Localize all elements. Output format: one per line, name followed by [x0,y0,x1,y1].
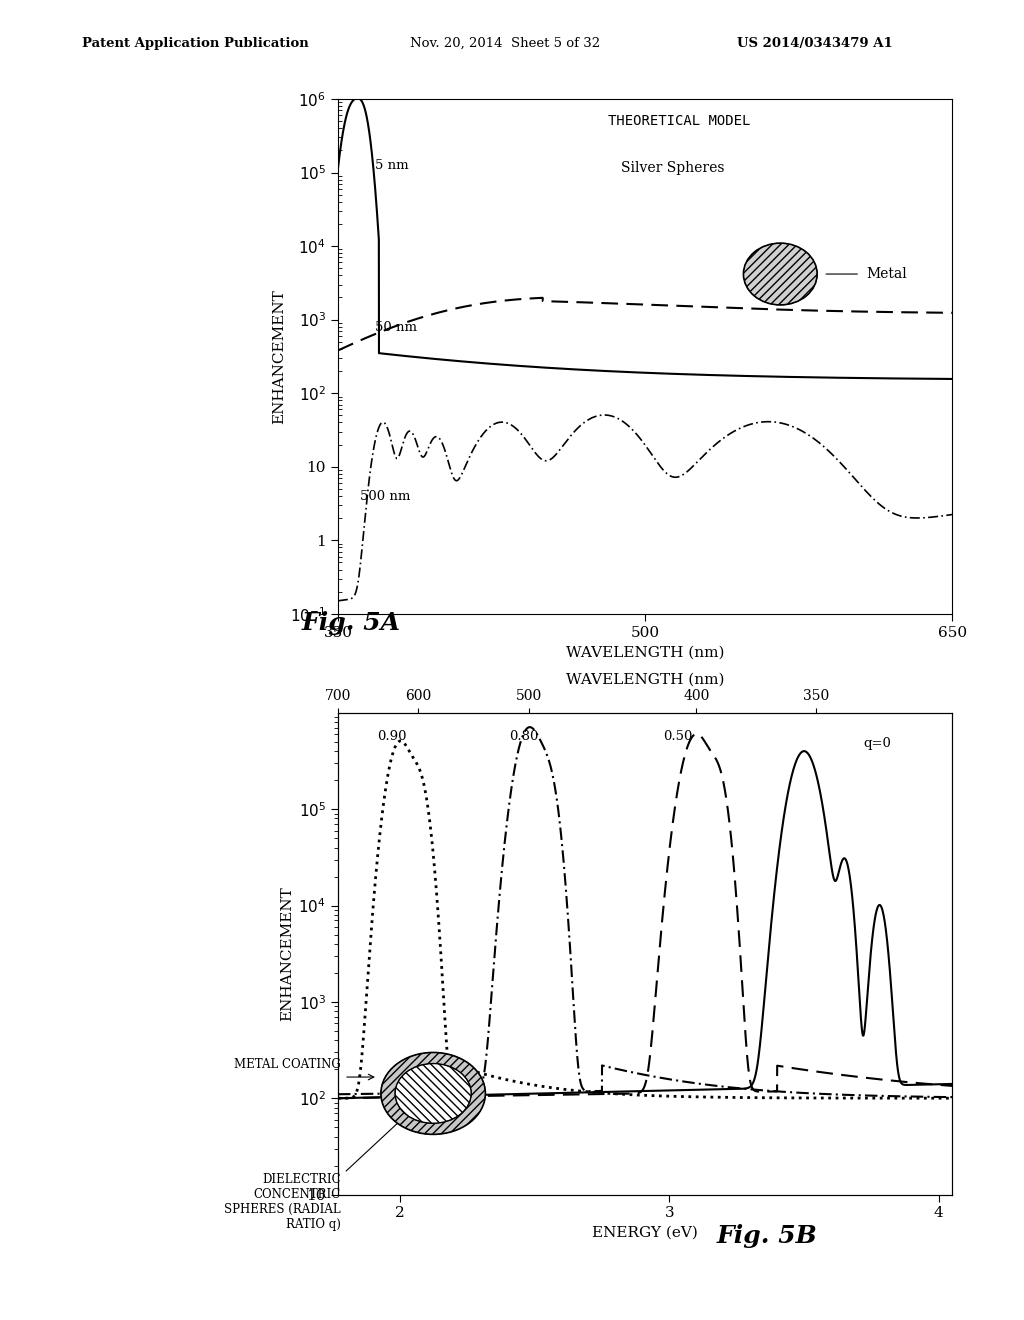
Text: 500 nm: 500 nm [360,490,411,503]
Text: Patent Application Publication: Patent Application Publication [82,37,308,50]
Text: 0.80: 0.80 [509,730,539,743]
Text: Silver Spheres: Silver Spheres [621,161,724,174]
Circle shape [743,243,817,305]
Text: Nov. 20, 2014  Sheet 5 of 32: Nov. 20, 2014 Sheet 5 of 32 [410,37,600,50]
Text: q=0: q=0 [863,737,891,750]
Text: DIELECTRIC
CONCENTRIC
SPHERES (RADIAL
RATIO q): DIELECTRIC CONCENTRIC SPHERES (RADIAL RA… [224,1173,341,1232]
Text: Fig. 5A: Fig. 5A [302,611,401,635]
Circle shape [395,1064,471,1123]
X-axis label: WAVELENGTH (nm): WAVELENGTH (nm) [566,672,724,686]
Text: THEORETICAL MODEL: THEORETICAL MODEL [608,115,751,128]
Text: 50 nm: 50 nm [375,321,417,334]
Text: 0.90: 0.90 [377,730,407,743]
Text: US 2014/0343479 A1: US 2014/0343479 A1 [737,37,893,50]
X-axis label: WAVELENGTH (nm): WAVELENGTH (nm) [566,645,724,659]
Text: METAL COATING: METAL COATING [234,1057,341,1071]
Text: Metal: Metal [866,267,907,281]
Circle shape [381,1052,485,1134]
Y-axis label: ENHANCEMENT: ENHANCEMENT [281,886,294,1022]
Text: Fig. 5B: Fig. 5B [717,1225,817,1249]
X-axis label: ENERGY (eV): ENERGY (eV) [592,1226,698,1239]
Y-axis label: ENHANCEMENT: ENHANCEMENT [271,289,286,424]
Text: 5 nm: 5 nm [375,158,409,172]
Text: 0.50: 0.50 [663,730,692,743]
